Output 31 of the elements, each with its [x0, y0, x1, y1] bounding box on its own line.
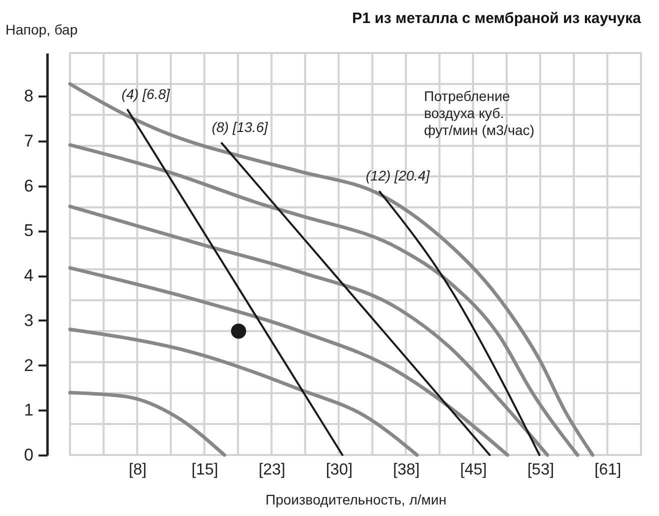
annotation: Потребление воздуха куб. фут/мин (м3/час)	[424, 88, 534, 138]
x-tick-label: [45]	[460, 462, 487, 478]
line-series	[68, 328, 419, 457]
x-tick-label: [23]	[258, 462, 286, 478]
y-tick-label: 2	[24, 356, 34, 375]
line-series	[68, 143, 580, 457]
chart-title: P1 из металла с мембраной из каучука	[352, 10, 642, 27]
x-tick-label: [53]	[527, 462, 554, 478]
annotation: (12) [20.4]	[366, 168, 431, 184]
line-series	[68, 266, 510, 457]
y-tick-label: 3	[24, 310, 34, 330]
x-tick-label: [15]	[192, 462, 218, 478]
x-tick-label: [30]	[326, 462, 353, 478]
y-tick-label: 1	[24, 400, 34, 420]
line-series	[68, 390, 226, 457]
line-series	[68, 204, 550, 457]
y-tick-label: 8	[24, 86, 34, 106]
x-tick-label: [38]	[393, 462, 420, 478]
y-axis-title: Напор, бар	[6, 22, 78, 38]
y-tick-label: 0	[24, 446, 34, 464]
y-tick-label: 4	[24, 266, 34, 286]
annotation: (8) [13.6]	[212, 119, 269, 136]
line-series	[68, 82, 594, 457]
y-tick-label: 5	[24, 221, 34, 240]
x-tick-label: [8]	[128, 462, 147, 478]
line-series	[378, 190, 540, 456]
x-tick-label: [61]	[594, 462, 622, 478]
annotation: (4) [6.8]	[122, 86, 171, 102]
y-tick-label: 7	[24, 131, 34, 150]
y-tick-label: 6	[24, 176, 34, 196]
x-axis-title: Производительность, л/мин	[266, 492, 446, 508]
